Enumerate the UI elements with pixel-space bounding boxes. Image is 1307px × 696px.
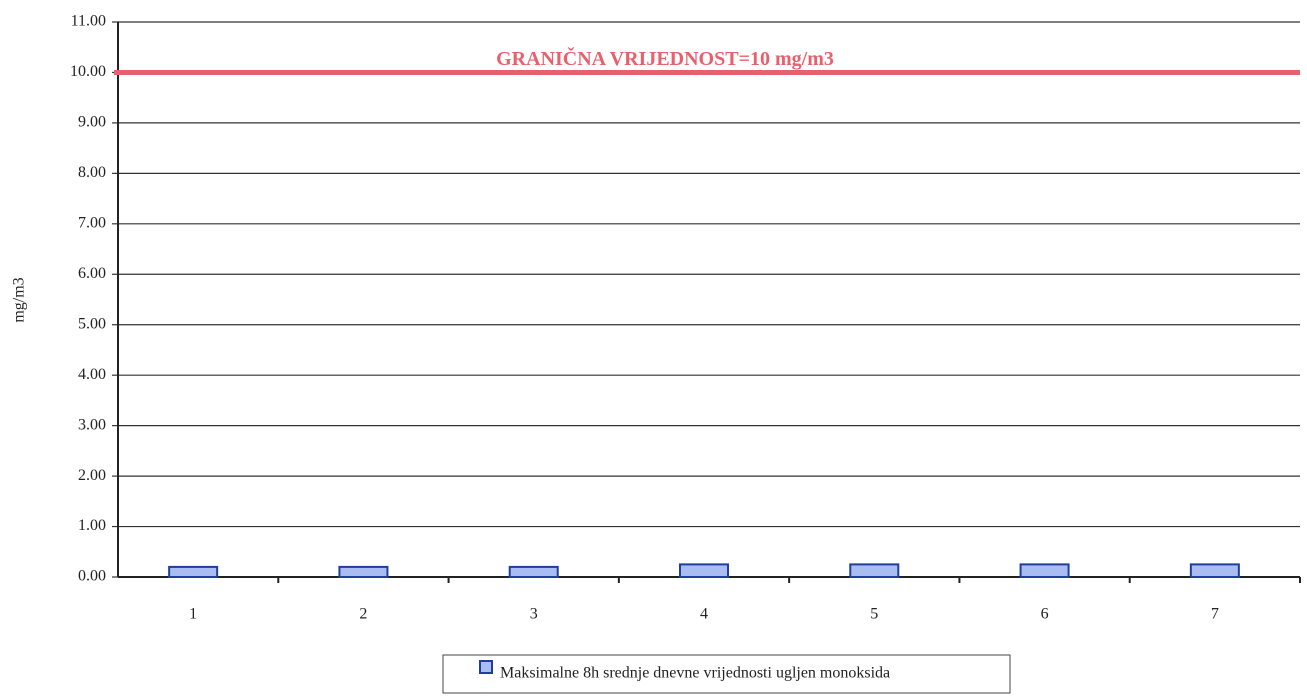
x-tick-label: 5 — [870, 606, 878, 623]
x-tick-label: 7 — [1211, 606, 1219, 623]
y-tick-label: 0.00 — [78, 568, 106, 585]
y-tick-label: 5.00 — [78, 315, 106, 332]
x-tick-label: 1 — [189, 606, 197, 623]
x-tick-label: 4 — [700, 606, 708, 623]
bar — [679, 563, 729, 578]
x-tick-label: 6 — [1041, 606, 1049, 623]
bar — [1019, 563, 1070, 578]
y-tick-label: 1.00 — [78, 517, 106, 534]
bar — [508, 565, 559, 579]
y-tick-label: 7.00 — [78, 214, 106, 231]
x-tick-label: 3 — [530, 606, 538, 623]
y-tick-label: 9.00 — [78, 114, 106, 131]
y-tick-label: 10.00 — [70, 63, 106, 80]
bar — [338, 565, 389, 579]
legend-box — [442, 654, 1011, 694]
y-tick-label: 11.00 — [71, 13, 106, 30]
bar — [849, 563, 900, 578]
y-tick-label: 4.00 — [78, 366, 106, 383]
legend-swatch — [479, 660, 493, 674]
bar — [168, 565, 219, 579]
y-tick-label: 6.00 — [78, 265, 106, 282]
legend-label: Maksimalne 8h srednje dnevne vrijednosti… — [500, 665, 890, 682]
annotation: GRANIČNA VRIJEDNOST=10 mg/m3 — [496, 46, 834, 70]
x-tick-label: 2 — [359, 606, 367, 623]
y-tick-label: 3.00 — [78, 416, 106, 433]
bar — [1189, 563, 1240, 578]
y-tick-label: 8.00 — [78, 164, 106, 181]
y-tick-label: 2.00 — [78, 467, 106, 484]
y-axis-label: mg/m3 — [11, 277, 28, 322]
